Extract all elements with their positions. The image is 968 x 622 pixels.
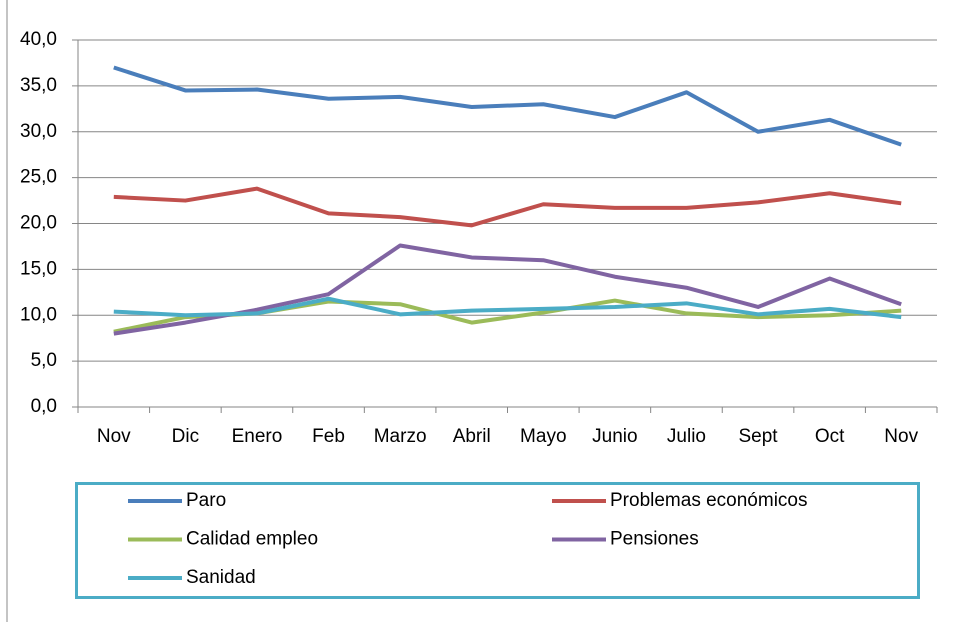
x-tick-label: Enero bbox=[232, 426, 283, 447]
legend-label: Sanidad bbox=[186, 567, 256, 588]
legend-label: Pensiones bbox=[610, 529, 699, 550]
legend-label: Calidad empleo bbox=[186, 529, 318, 550]
y-tick-label: 10,0 bbox=[20, 304, 57, 325]
series-line bbox=[113, 186, 902, 228]
y-tick-label: 15,0 bbox=[20, 258, 57, 279]
legend-box bbox=[75, 482, 920, 599]
y-tick-label: 0,0 bbox=[31, 396, 57, 417]
y-tick-label: 30,0 bbox=[20, 121, 57, 142]
legend-label: Paro bbox=[186, 490, 226, 511]
series-line bbox=[113, 296, 902, 320]
legend-label: Problemas económicos bbox=[610, 490, 807, 511]
x-tick-label: Feb bbox=[312, 426, 345, 447]
x-tick-label: Nov bbox=[97, 426, 131, 447]
x-tick-label: Marzo bbox=[374, 426, 427, 447]
y-tick-label: 35,0 bbox=[20, 75, 57, 96]
x-tick-label: Oct bbox=[815, 426, 845, 447]
x-tick-label: Abril bbox=[453, 426, 491, 447]
y-tick-label: 40,0 bbox=[20, 29, 57, 50]
x-tick-label: Sept bbox=[738, 426, 778, 447]
series-line bbox=[113, 243, 902, 336]
series-line bbox=[113, 65, 902, 147]
x-tick-label: Junio bbox=[592, 426, 637, 447]
x-tick-label: Dic bbox=[172, 426, 199, 447]
x-tick-label: Julio bbox=[667, 426, 706, 447]
y-tick-label: 20,0 bbox=[20, 213, 57, 234]
x-tick-label: Nov bbox=[884, 426, 918, 447]
x-tick-label: Mayo bbox=[520, 426, 566, 447]
y-tick-label: 25,0 bbox=[20, 167, 57, 188]
y-tick-label: 5,0 bbox=[31, 350, 57, 371]
